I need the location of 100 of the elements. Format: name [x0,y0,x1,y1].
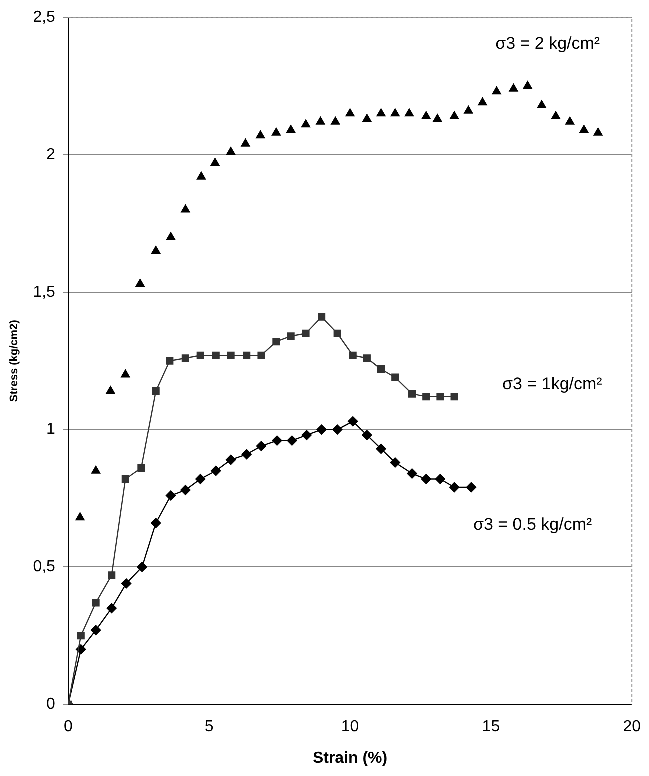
point [422,393,430,401]
y-tick-label: 2 [46,146,56,164]
point [77,632,85,640]
x-tick-label: 0 [64,718,73,736]
point [376,444,386,454]
point [332,424,343,435]
point [287,436,298,446]
point [122,475,130,484]
point [316,116,326,125]
point [226,454,236,466]
point [331,116,340,125]
point [376,108,386,117]
point [180,485,191,496]
point [256,441,267,452]
point [272,338,280,346]
point [377,366,386,374]
point [182,354,190,362]
point [152,246,161,254]
point [152,388,160,396]
y-tick-label: 1,5 [33,284,56,301]
point [433,114,442,122]
x-tick-label: 5 [204,718,214,736]
point [196,474,206,484]
point [121,370,130,378]
point [272,436,282,446]
x-tick-label: 20 [623,718,642,736]
point [421,474,432,484]
point [138,464,146,472]
point [580,125,589,134]
point [346,108,355,117]
x-tick-label: 10 [341,718,360,736]
point [166,357,174,365]
point [450,111,460,120]
point [523,81,532,90]
point [566,116,575,125]
point [537,100,546,108]
point [243,352,251,360]
x-tick-label: 15 [482,718,500,736]
point [362,430,372,440]
y-tick-label: 0 [46,696,56,714]
point [181,204,190,213]
point [435,474,446,484]
point [362,114,372,122]
point [287,332,295,340]
point [241,138,250,147]
point [363,354,371,362]
point [404,108,414,117]
point [210,158,220,166]
point [302,330,310,338]
text: σ3 = 2 kg/cm² [496,34,600,53]
point [272,128,281,136]
point [302,120,311,128]
point [349,352,357,360]
point [466,482,477,493]
point [196,352,204,360]
point [121,578,132,589]
point [226,147,236,156]
point [316,424,327,435]
point [436,393,444,401]
point [302,430,312,440]
point [106,386,116,394]
point [408,390,416,398]
point [76,512,85,521]
series-label: σ3 = 0.5 kg/cm² [473,515,592,534]
y-axis-title: Stress (kg/cm2) [8,320,21,402]
point [422,111,431,120]
point [464,106,474,114]
point [318,313,326,321]
point [450,393,458,401]
point [211,466,222,476]
y-tick-label: 0,5 [33,558,56,576]
point [334,330,342,338]
point [258,352,266,360]
point [136,279,145,288]
point [449,482,460,493]
point [166,490,176,501]
point [242,449,252,460]
point [509,84,518,92]
point [106,603,117,614]
point [407,468,418,479]
point [390,108,400,117]
point [92,466,101,474]
point [392,374,400,382]
y-tick-label: 1 [46,421,56,438]
point [137,562,148,572]
point [256,130,266,139]
point [594,128,603,136]
x-axis-title: Strain (%) [312,750,388,767]
point [196,172,206,180]
y-tick-label: 2,5 [33,9,56,26]
point [492,86,502,95]
point [348,416,358,427]
text: σ3 = 1kg/cm² [502,374,603,394]
point [552,111,561,120]
point [478,98,488,106]
point [92,599,100,607]
point [108,572,116,580]
point [212,352,220,360]
point [390,458,400,468]
point [150,518,162,528]
